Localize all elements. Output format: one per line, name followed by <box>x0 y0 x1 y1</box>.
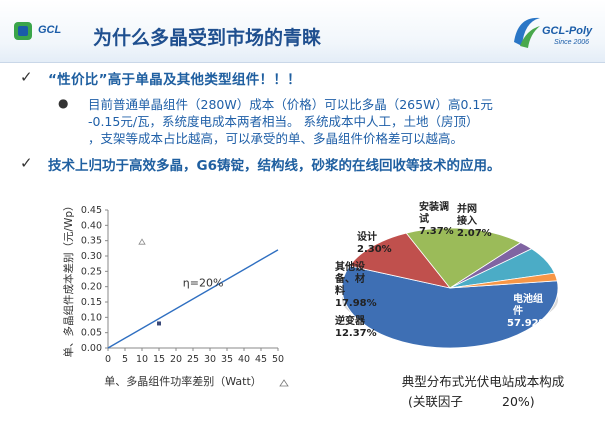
pie-slice-label: 电池组 <box>513 292 543 305</box>
y-tick-label: 0.45 <box>81 205 102 216</box>
slide-header: GCL 为什么多晶受到市场的青睐 GCL-Poly Since 2006 <box>0 0 605 63</box>
y-tick-label: 0.20 <box>81 282 102 293</box>
x-tick-label: 15 <box>153 354 165 365</box>
slide-title: 为什么多晶受到市场的青睐 <box>93 27 322 49</box>
bullet-price-comparison: ● 目前普通单晶组件（280W）成本（价格）可以比多晶（265W）高0.1元 -… <box>58 96 578 147</box>
efficiency-annotation: η=20% <box>183 277 224 290</box>
x-tick-label: 45 <box>255 354 267 365</box>
bullet-technology-text: 技术上归功于高效多晶，G6铸锭，结构线，砂浆的在线回收等技术的应用。 <box>48 158 501 174</box>
x-tick-label: 5 <box>122 354 128 365</box>
x-tick-label: 30 <box>204 354 216 365</box>
x-tick-label: 0 <box>105 354 111 365</box>
bullet-technology: ✓ 技术上归功于高效多晶，G6铸锭，结构线，砂浆的在线回收等技术的应用。 <box>20 154 500 174</box>
triangle-icon <box>279 379 289 387</box>
bullet-line: ，支架等成本占比越高，可以承受的单、多晶组件价格差可以越高。 <box>88 131 464 146</box>
y-tick-label: 0.05 <box>81 328 102 339</box>
bullet-line: -0.15元/瓦，系统度电成本两者相当。 系统成本中人工，土地（房顶） <box>88 114 479 129</box>
pie-slice <box>348 232 452 289</box>
y-tick-label: 0.25 <box>81 266 102 277</box>
pie-slice-value: 17.98% <box>335 298 377 309</box>
check-icon: ✓ <box>20 68 33 86</box>
bullet-cost-performance: ✓ “性价比”高于单晶及其他类型组件！！！ <box>20 68 301 88</box>
pie-slice <box>449 272 558 289</box>
pie-slice-label: 安装调 <box>419 200 449 213</box>
bullet-dot-icon: ● <box>58 96 69 110</box>
cost-difference-chart: 0.00 0.05 0.10 0.15 0.20 0.25 0.30 0.35 0.40 0.45… <box>62 200 289 388</box>
gcl-poly-swirl-icon <box>514 17 540 48</box>
series-line <box>107 249 279 349</box>
pie-slice-label: 料 <box>335 284 345 297</box>
y-axis-label: 单、多晶组件成本差别（元/Wp） <box>62 200 75 357</box>
bullet-cost-performance-text: “性价比”高于单晶及其他类型组件！！！ <box>48 72 301 88</box>
x-axis-label: 单、多晶组件功率差别（Watt） <box>104 374 262 388</box>
pie-slice-label: 试 <box>419 212 429 225</box>
gcl-logo: GCL <box>12 18 72 50</box>
y-tick-label: 0.15 <box>81 297 102 308</box>
gcl-poly-logo-text: GCL-Poly <box>542 25 593 37</box>
bullet-price-comparison-text: 目前普通单晶组件（280W）成本（价格）可以比多晶（265W）高0.1元 -0.… <box>88 96 493 147</box>
pie-slice-label: 并网 <box>457 202 477 215</box>
pie-title: 典型分布式光伏电站成本构成 <box>402 374 565 389</box>
y-tick-label: 0.10 <box>81 312 102 323</box>
pie-slice-value: 7.37% <box>419 226 454 237</box>
x-tick-label: 20 <box>170 354 182 365</box>
data-point <box>157 321 161 326</box>
pie-slice <box>341 265 559 349</box>
x-tick-label: 35 <box>221 354 233 365</box>
y-tick-label: 0.35 <box>81 236 102 247</box>
pie-slice-label: 逆变器 <box>335 314 366 327</box>
pie-subtitle: 20%) <box>502 394 535 409</box>
y-tick-label: 0.40 <box>81 220 102 231</box>
pie-subtitle: (关联因子 <box>408 394 463 409</box>
y-tick-label: 0.00 <box>81 343 102 354</box>
y-tick-label: 0.30 <box>81 251 102 262</box>
data-point <box>138 238 146 245</box>
check-icon: ✓ <box>20 154 33 172</box>
pie-slice-label: 其他设 <box>335 260 365 273</box>
gcl-logo-text: GCL <box>38 24 62 36</box>
gcl-poly-logo: GCL-Poly Since 2006 <box>510 12 600 56</box>
bullet-line: 目前普通单晶组件（280W）成本（价格）可以比多晶（265W）高0.1元 <box>88 97 493 112</box>
gcl-logo-icon <box>14 22 32 40</box>
x-tick-label: 10 <box>136 354 148 365</box>
x-tick-label: 25 <box>187 354 199 365</box>
pie-slice-value: 2.30% <box>357 244 392 255</box>
x-tick-label: 40 <box>238 354 250 365</box>
pie-slice <box>405 227 522 289</box>
pie-slice-label: 备、材 <box>334 272 365 285</box>
pie-slice-value: 57.92% <box>507 318 549 329</box>
pie-slice-value: 12.37% <box>335 328 377 339</box>
pie-slice-value: 2.07% <box>457 228 492 239</box>
pie-slice-label: 接入 <box>457 214 477 227</box>
gcl-poly-since-text: Since 2006 <box>554 39 590 46</box>
pie-slice-label: 件 <box>513 304 523 317</box>
pie-slice-label: 设计 <box>357 230 377 243</box>
x-tick-label: 50 <box>272 354 284 365</box>
